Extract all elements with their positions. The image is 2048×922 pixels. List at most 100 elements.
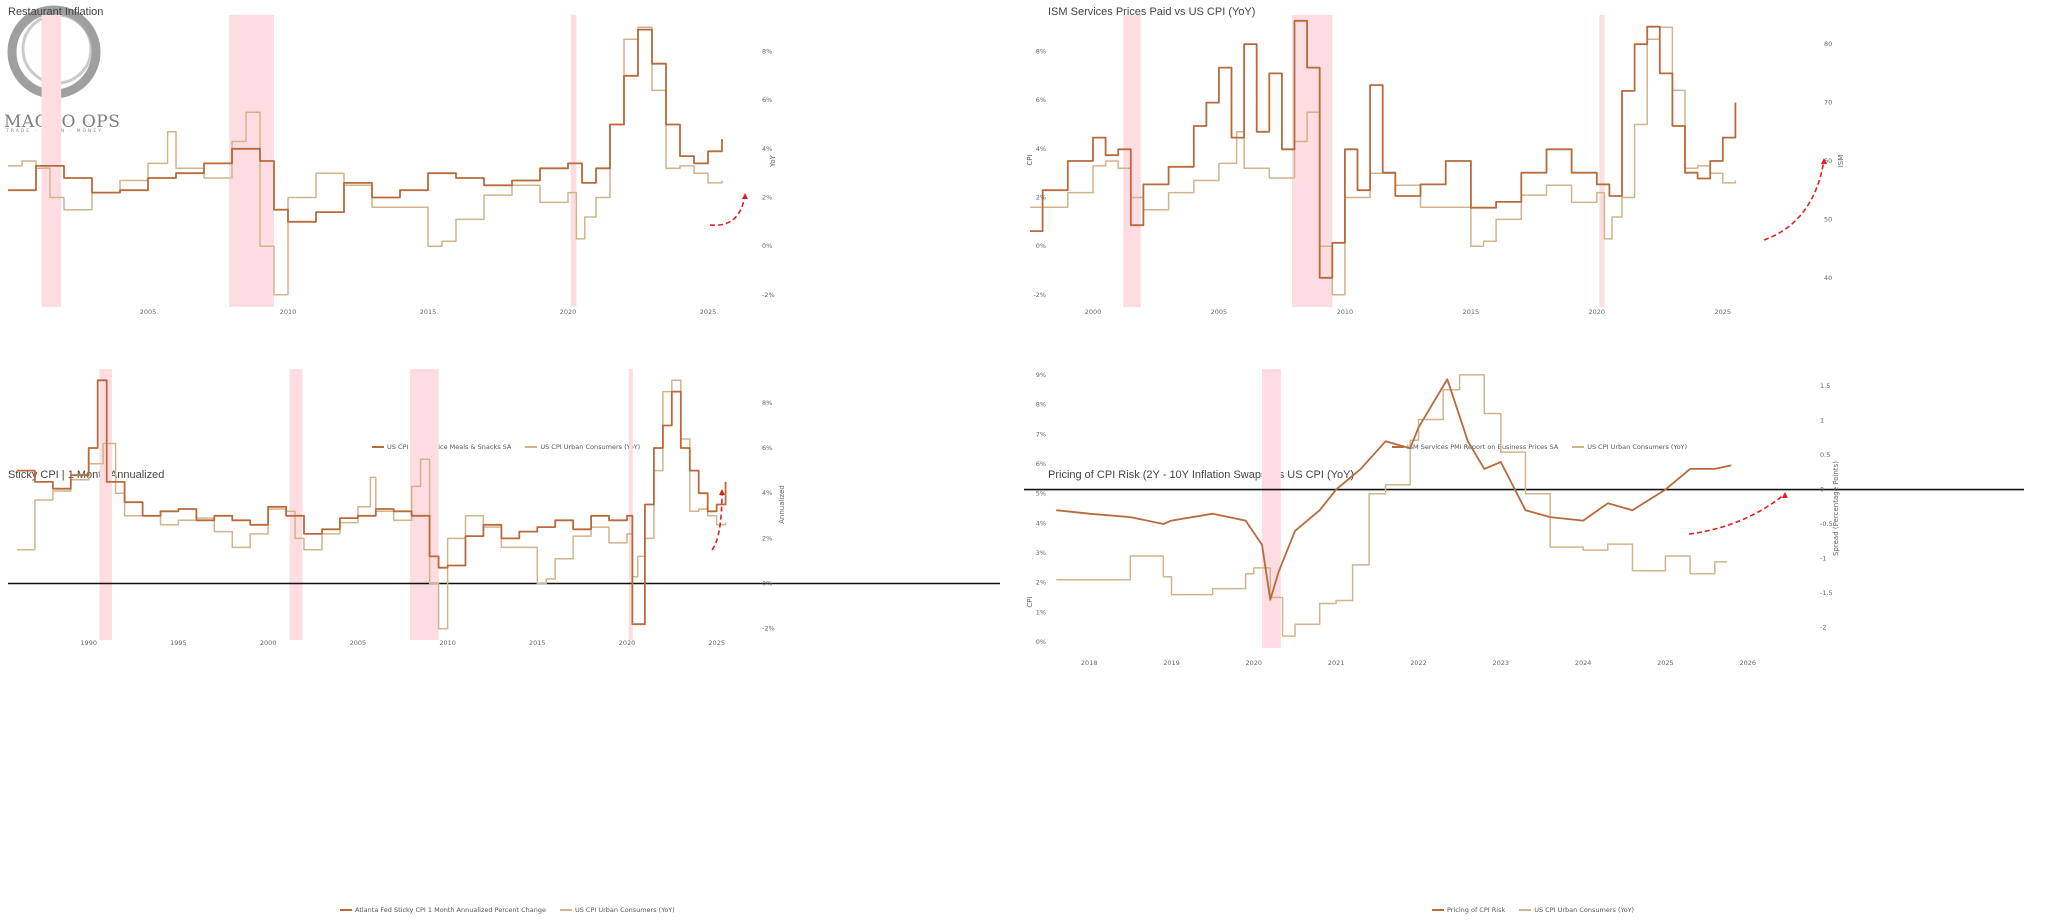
x-tick-label-2022: 2022 [1410, 659, 1427, 667]
chart-2-legend-item-2: US CPI Urban Consumers (YoY) [1572, 443, 1687, 451]
y-right-tick-4: 2% [762, 194, 772, 202]
x-tick-label-2026: 2026 [1740, 659, 1757, 667]
recession-shade-3 [570, 15, 577, 307]
y-left-tick-8: 2% [1036, 579, 1046, 587]
y-right-axis-label: Annualized [778, 485, 786, 524]
y-left-tick-4: 2% [1036, 194, 1046, 202]
logo-text: MACRO OPS [4, 112, 121, 132]
trend-arrow [711, 490, 723, 551]
x-tick-label-2018: 2018 [1081, 659, 1098, 667]
chart-4-pricing-of-cpi-risk: 2018 2019 2020 2021 2022 2023 2024 2025 2026 1.5 1… [1024, 369, 2024, 667]
y-right-tick-5: -0.5 [1820, 520, 1833, 528]
x-tick-label-2010: 2010 [280, 308, 297, 316]
y-left-tick-6: -2% [1033, 291, 1046, 299]
x-tick-label-2020: 2020 [1589, 308, 1606, 316]
series-line-1 [1056, 378, 1732, 601]
y-right-tick-3: 4% [762, 145, 772, 153]
recession-shade-4 [628, 369, 633, 640]
trend-arrow-head [1782, 492, 1788, 498]
recession-shade-2 [289, 369, 303, 640]
y-right-tick-6: -2% [762, 291, 775, 299]
y-left-tick-3: 4% [1036, 145, 1046, 153]
series-line-1 [1030, 19, 1737, 279]
x-tick-label-2020: 2020 [1246, 659, 1263, 667]
chart-2-legend: ISM Services PMI Report on Business Pric… [1392, 443, 1687, 451]
recession-shade-3 [1599, 15, 1605, 307]
recession-shade-2 [1292, 15, 1333, 307]
x-tick-label-1990: 1990 [80, 639, 97, 647]
x-tick-label-2010: 2010 [439, 639, 456, 647]
chart-3-legend-item-2: US CPI Urban Consumers (YoY) [559, 906, 675, 914]
x-tick-label-2005: 2005 [1211, 308, 1228, 316]
y-left-tick-6: 4% [1036, 519, 1046, 527]
x-tick-label-2025: 2025 [708, 639, 725, 647]
x-tick-label-1995: 1995 [170, 639, 187, 647]
y-left-tick-2: 6% [1036, 96, 1046, 104]
y-right-tick-1: 8% [762, 48, 772, 56]
y-left-tick-1: 9% [1036, 371, 1046, 379]
y-right-tick-4: 2% [762, 534, 772, 542]
y-right-tick-7: -1.5 [1820, 589, 1833, 597]
x-tick-label-2021: 2021 [1328, 659, 1345, 667]
x-tick-label-2020: 2020 [560, 308, 577, 316]
chart-3-legend: Atlanta Fed Sticky CPI 1 Month Annualize… [340, 906, 675, 914]
y-right-tick-2: 6% [762, 96, 772, 104]
recession-shade-3 [409, 369, 439, 640]
trend-arrow-head [1821, 158, 1827, 164]
x-tick-label-2005: 2005 [350, 639, 367, 647]
y-right-tick-2: 6% [762, 444, 772, 452]
chart-1-title: Restaurant Inflation [8, 6, 104, 18]
y-left-tick-5: 0% [1036, 242, 1046, 250]
recession-shade-1 [99, 369, 113, 640]
trend-arrow-head [742, 193, 748, 199]
y-right-tick-6: -1 [1820, 554, 1826, 562]
recession-shade-1 [41, 15, 62, 307]
y-left-tick-4: 6% [1036, 460, 1046, 468]
series-line-2 [8, 26, 723, 296]
y-left-tick-3: 7% [1036, 430, 1046, 438]
trend-arrow [1688, 493, 1786, 535]
y-right-tick-5: 0% [762, 242, 772, 250]
series-line-1 [17, 379, 727, 626]
x-tick-label-2000: 2000 [260, 639, 277, 647]
y-right-axis-label: ISM [1837, 155, 1845, 168]
chart-3-legend-item-1: Atlanta Fed Sticky CPI 1 Month Annualize… [340, 906, 546, 914]
chart-1-legend: US CPI Full Service Meals & Snacks SA US… [372, 443, 640, 451]
y-left-tick-5: 5% [1036, 490, 1046, 498]
series-line-2 [17, 379, 727, 630]
y-right-tick-4: 50 [1824, 215, 1832, 223]
y-right-tick-1: 1.5 [1820, 382, 1830, 390]
y-right-tick-3: 0.5 [1820, 451, 1830, 459]
y-right-tick-4: 0 [1820, 486, 1824, 494]
y-left-tick-10: 0% [1036, 638, 1046, 646]
y-right-tick-3: 60 [1824, 157, 1832, 165]
y-right-axis-label: Spread (Percentage Points) [1832, 461, 1840, 556]
y-right-tick-5: 0% [762, 580, 772, 588]
y-right-tick-2: 1 [1820, 417, 1824, 425]
x-tick-label-2015: 2015 [1463, 308, 1480, 316]
y-left-tick-1: 8% [1036, 48, 1046, 56]
chart-2-title: ISM Services Prices Paid vs US CPI (YoY) [1048, 6, 1256, 18]
x-tick-label-2024: 2024 [1575, 659, 1592, 667]
y-right-tick-5: 40 [1824, 274, 1832, 282]
x-tick-label-2025: 2025 [700, 308, 717, 316]
y-right-tick-6: -2% [762, 625, 775, 633]
y-right-tick-8: -2 [1820, 623, 1826, 631]
y-right-axis-label: YoY [769, 154, 777, 168]
series-line-2 [1056, 374, 1728, 637]
y-right-tick-1: 8% [762, 399, 772, 407]
recession-shade-1 [1262, 369, 1281, 648]
trend-arrow [1763, 159, 1825, 241]
x-tick-label-2005: 2005 [140, 308, 157, 316]
trend-arrow [709, 194, 746, 226]
chart-1-legend-item-1: US CPI Full Service Meals & Snacks SA [372, 443, 511, 451]
y-left-tick-7: 3% [1036, 549, 1046, 557]
x-tick-label-2000: 2000 [1085, 308, 1102, 316]
recession-shade-1 [1123, 15, 1141, 307]
chart-1-restaurant-inflation: 2005 2010 2015 2020 2025 8% 6% 4% 2% 0% -2% YoY [8, 15, 777, 316]
x-tick-label-2025: 2025 [1657, 659, 1674, 667]
chart-4-legend: Pricing of CPI Risk US CPI Urban Consume… [1432, 906, 1634, 914]
trend-arrow-head [719, 489, 725, 495]
x-tick-label-2010: 2010 [1337, 308, 1354, 316]
x-tick-label-2025: 2025 [1715, 308, 1732, 316]
